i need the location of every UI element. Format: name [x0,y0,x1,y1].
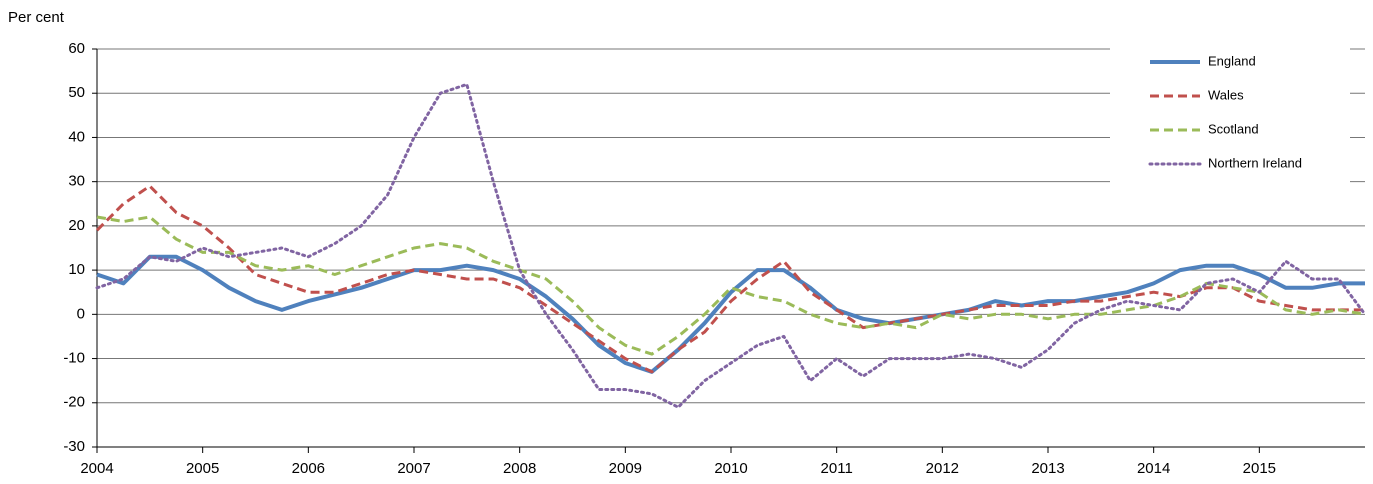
x-tick-label: 2015 [1243,460,1276,477]
y-tick-label: 20 [68,217,85,234]
y-tick-label: 40 [68,128,85,145]
y-tick-label: 10 [68,261,85,278]
series-line [96,254,1365,374]
legend-label: Northern Ireland [1208,155,1302,170]
y-tick-label: -30 [63,438,85,455]
x-tick-label: 2007 [397,460,430,477]
x-tick-label: 2009 [609,460,642,477]
legend-label: England [1208,53,1256,68]
y-tick-label: 60 [68,40,85,57]
x-tick-label: 2004 [80,460,113,477]
legend-box [1110,45,1350,185]
x-tick-label: 2010 [714,460,747,477]
series-line [95,184,1365,374]
legend-label: Wales [1208,87,1244,102]
y-axis-label: Per cent [8,9,65,26]
x-tick-label: 2006 [292,460,325,477]
y-tick-label: -10 [63,350,85,367]
x-tick-label: 2011 [821,460,853,477]
legend-label: Scotland [1208,121,1259,136]
series-line [95,82,1367,409]
x-tick-label: 2014 [1137,460,1170,477]
x-tick-label: 2013 [1031,460,1064,477]
y-tick-label: 30 [68,173,85,190]
y-tick-label: -20 [63,394,85,411]
y-tick-label: 0 [77,305,85,322]
x-tick-label: 2008 [503,460,536,477]
x-tick-label: 2012 [926,460,959,477]
x-tick-label: 2005 [186,460,219,477]
y-tick-label: 50 [68,84,85,101]
